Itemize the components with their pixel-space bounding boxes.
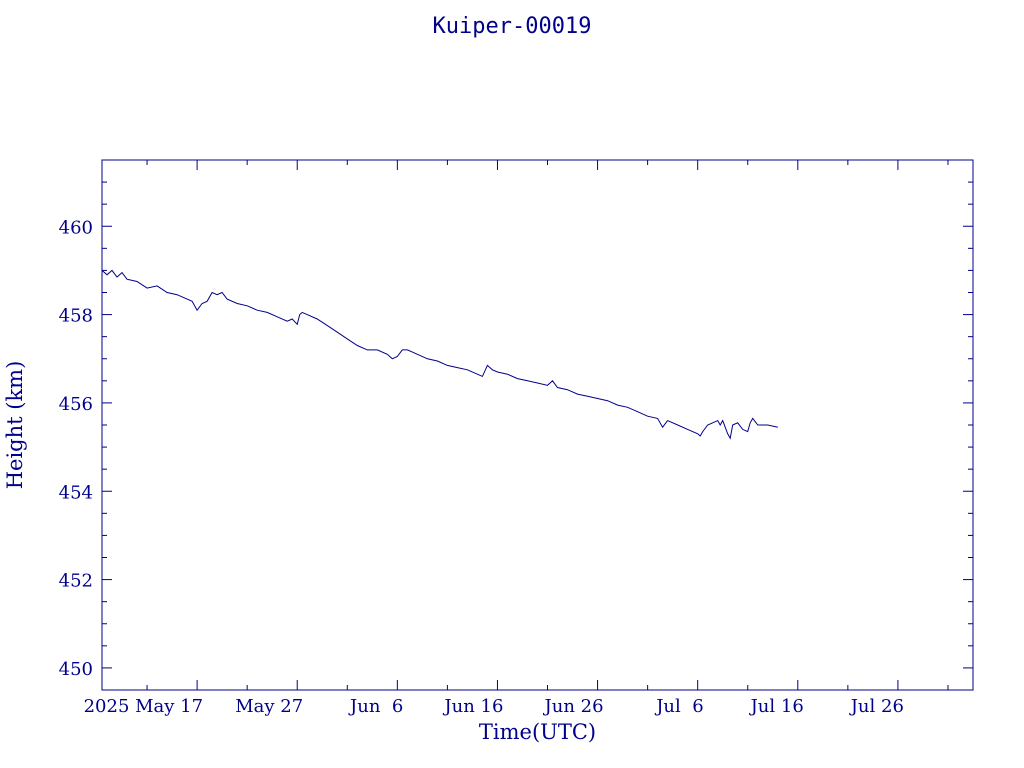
y-tick-label: 450 [59, 659, 93, 680]
y-tick-label: 458 [59, 306, 93, 327]
y-tick-label: 460 [59, 217, 93, 238]
y-tick-label: 452 [59, 571, 93, 592]
x-tick-label: Jun 6 [348, 696, 403, 717]
x-tick-label: May 27 [235, 696, 303, 717]
x-axis-ticks: 2025 May 17 May 27 Jun 6 Jun 16 Jun 26 Jul 6 J… [84, 160, 949, 717]
x-tick-label: Jul 16 [749, 696, 804, 717]
x-tick-label: 2025 May 17 [84, 696, 204, 717]
height-series-line [101, 269, 778, 440]
y-axis-label: Height (km) [3, 361, 27, 490]
y-tick-label: 454 [59, 482, 93, 503]
x-tick-label: Jul 6 [654, 696, 703, 717]
x-tick-label: Jun 16 [442, 696, 503, 717]
y-axis-ticks: 450 452 454 456 458 460 [59, 159, 973, 691]
x-axis-label: Time(UTC) [479, 720, 596, 744]
x-tick-label: Jul 26 [849, 696, 904, 717]
y-tick-label: 456 [59, 394, 93, 415]
chart-title: Kuiper-00019 [432, 14, 592, 39]
plot-frame [101, 159, 974, 691]
x-tick-label: Jun 26 [543, 696, 604, 717]
